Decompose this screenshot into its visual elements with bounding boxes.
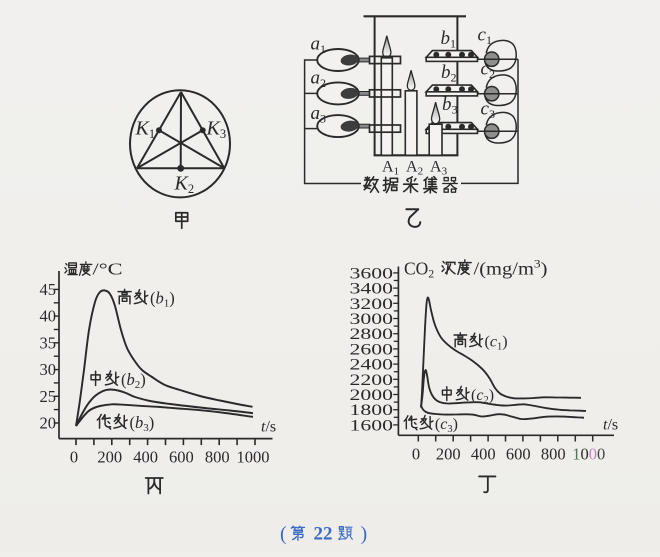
- svg-text:30: 30: [40, 360, 57, 379]
- svg-text:40: 40: [40, 307, 57, 326]
- svg-text:/°C: /°C: [93, 260, 123, 279]
- svg-text:(b2): (b2): [121, 370, 146, 391]
- svg-text:(b3): (b3): [130, 413, 155, 434]
- svg-text:1600: 1600: [350, 416, 394, 434]
- svg-text:(b1): (b1): [150, 289, 175, 310]
- svg-text:): ): [361, 523, 368, 545]
- svg-text:400: 400: [133, 448, 158, 467]
- svg-text:45: 45: [40, 280, 57, 299]
- svg-text:t/s: t/s: [261, 419, 276, 436]
- svg-text:22: 22: [314, 524, 333, 545]
- svg-text:400: 400: [471, 445, 496, 464]
- svg-text:t/s: t/s: [603, 417, 618, 434]
- svg-text:600: 600: [169, 448, 194, 467]
- svg-text:0: 0: [70, 448, 78, 467]
- svg-text:600: 600: [506, 445, 531, 464]
- svg-text:(: (: [280, 523, 287, 545]
- svg-text:(c2): (c2): [471, 387, 494, 406]
- svg-text:800: 800: [205, 448, 230, 467]
- svg-text:20: 20: [40, 414, 57, 433]
- svg-text:(c3): (c3): [435, 416, 458, 435]
- svg-text:0: 0: [412, 445, 420, 464]
- svg-text:1000: 1000: [572, 445, 605, 464]
- svg-text:200: 200: [97, 448, 122, 467]
- svg-text:35: 35: [40, 333, 57, 352]
- svg-text:25: 25: [40, 387, 57, 406]
- svg-text:200: 200: [436, 445, 461, 464]
- svg-text:1000: 1000: [237, 448, 270, 467]
- svg-text:(c1): (c1): [485, 334, 508, 353]
- svg-text:800: 800: [541, 445, 566, 464]
